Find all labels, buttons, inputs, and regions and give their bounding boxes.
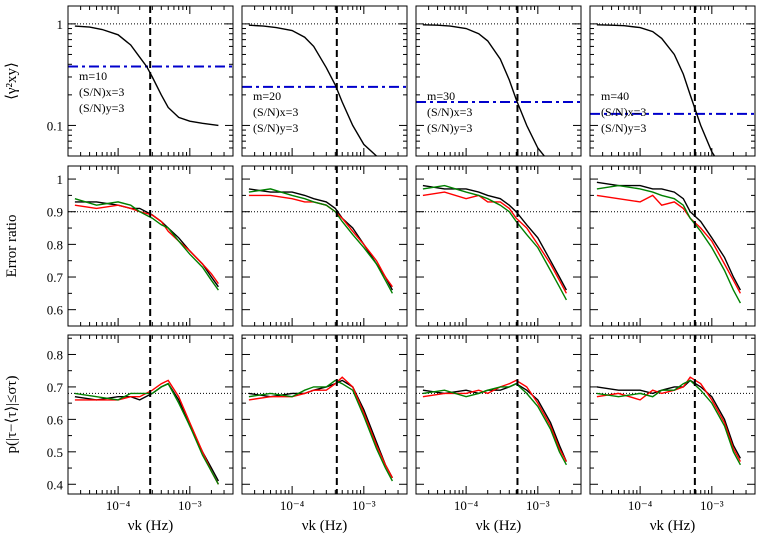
annotation-2: (S/N)y=3	[427, 121, 472, 135]
x-tick-label: 10⁻⁴	[280, 498, 305, 513]
y-tick-label: 0.7	[47, 380, 64, 395]
series-line-green	[596, 379, 742, 466]
panel-r1-c0: 0.6 0.7 0.8 0.9 1	[47, 165, 234, 327]
x-tick-label: 10⁻⁴	[106, 498, 131, 513]
panel-r2-c0: 10⁻⁴ 10⁻³ νk (Hz) 0.4 0.5 0.6 0.7 0.8	[47, 334, 234, 534]
series-line-black	[422, 24, 546, 156]
series-line-green	[74, 382, 220, 485]
series-line-black	[74, 25, 219, 127]
x-axis-label: νk (Hz)	[650, 518, 696, 534]
series-line-black	[248, 24, 379, 156]
annotation-0: m=40	[601, 89, 629, 103]
y-tick-label: 0.5	[47, 445, 63, 460]
series-line-green	[248, 188, 394, 294]
x-tick-label: 10⁻³	[178, 498, 202, 513]
y-axis-label-row-1: Error ratio	[4, 215, 20, 278]
panel-frame	[67, 334, 234, 495]
panel-frame	[241, 334, 408, 495]
series-line-black	[596, 24, 716, 156]
annotation-2: (S/N)y=3	[253, 121, 298, 135]
panel-frame	[241, 165, 408, 327]
panel-r2-c2: 10⁻⁴ 10⁻³ νk (Hz)	[415, 334, 582, 534]
x-tick-label: 10⁻³	[526, 498, 550, 513]
annotation-2: (S/N)y=3	[601, 121, 646, 135]
panel-r0-c2: m=30 (S/N)x=3 (S/N)y=3	[415, 5, 582, 157]
series-line-green	[422, 382, 568, 466]
x-axis-label: νk (Hz)	[476, 518, 522, 534]
y-tick-label: 0.7	[47, 270, 64, 285]
panel-frame	[67, 5, 234, 157]
annotation-0: m=10	[79, 69, 107, 83]
y-tick-label: 0.4	[47, 477, 64, 492]
series-line-green	[596, 184, 742, 304]
x-tick-label: 10⁻⁴	[628, 498, 653, 513]
annotation-2: (S/N)y=3	[79, 101, 124, 115]
panel-r1-c3	[589, 165, 756, 327]
panel-frame	[415, 165, 582, 327]
panel-r0-c1: m=20 (S/N)x=3 (S/N)y=3	[241, 5, 408, 157]
y-tick-label: 0.6	[47, 412, 64, 427]
panel-r2-c3: 10⁻⁴ 10⁻³ νk (Hz)	[589, 334, 756, 534]
panel-frame	[589, 334, 756, 495]
y-tick-label: 0.1	[47, 118, 63, 133]
panel-frame	[67, 165, 234, 327]
series-line-black	[422, 382, 568, 462]
x-tick-label: 10⁻⁴	[454, 498, 479, 513]
y-tick-label: 1	[57, 172, 64, 187]
panel-frame	[589, 165, 756, 327]
series-line-black	[422, 184, 568, 291]
panel-r1-c1	[241, 165, 408, 327]
panel-r0-c0: 0.1 1 m=10 (S/N)x=3 (S/N)y=3	[47, 5, 234, 157]
y-tick-label: 1	[57, 17, 64, 32]
series-line-green	[422, 184, 568, 301]
annotation-0: m=30	[427, 89, 455, 103]
y-tick-label: 0.6	[47, 303, 64, 318]
annotation-1: (S/N)x=3	[601, 105, 646, 119]
x-axis-label: νk (Hz)	[302, 518, 348, 534]
panel-frame	[415, 334, 582, 495]
x-tick-label: 10⁻³	[700, 498, 724, 513]
y-axis-label-row-0: ⟨γ²xy⟩	[4, 62, 20, 100]
series-line-red	[596, 194, 742, 294]
panel-frame	[589, 5, 756, 157]
panel-frame	[241, 5, 408, 157]
series-line-black	[596, 181, 742, 291]
series-line-green	[248, 379, 394, 482]
series-line-red	[422, 191, 568, 294]
series-line-red	[248, 194, 393, 288]
y-axis-label-row-2: p(|τ−⟨τ⟩|≤στ)	[4, 375, 20, 453]
y-tick-label: 0.9	[47, 205, 63, 220]
annotation-0: m=20	[253, 89, 281, 103]
y-tick-label: 0.8	[47, 237, 63, 252]
series-line-black	[74, 382, 220, 482]
series-line-red	[74, 204, 219, 285]
x-axis-label: νk (Hz)	[128, 518, 174, 534]
y-tick-label: 0.8	[47, 347, 63, 362]
panel-frame	[415, 5, 582, 157]
series-line-red	[596, 376, 742, 462]
series-line-red	[422, 379, 568, 462]
annotation-1: (S/N)x=3	[253, 105, 298, 119]
panel-r0-c3: m=40 (S/N)x=3 (S/N)y=3	[589, 5, 756, 157]
panel-r1-c2	[415, 165, 582, 327]
annotation-1: (S/N)x=3	[79, 85, 124, 99]
x-tick-label: 10⁻³	[352, 498, 376, 513]
panel-r2-c1: 10⁻⁴ 10⁻³ νk (Hz)	[241, 334, 408, 534]
series-line-green	[74, 198, 219, 291]
annotation-1: (S/N)x=3	[427, 105, 472, 119]
